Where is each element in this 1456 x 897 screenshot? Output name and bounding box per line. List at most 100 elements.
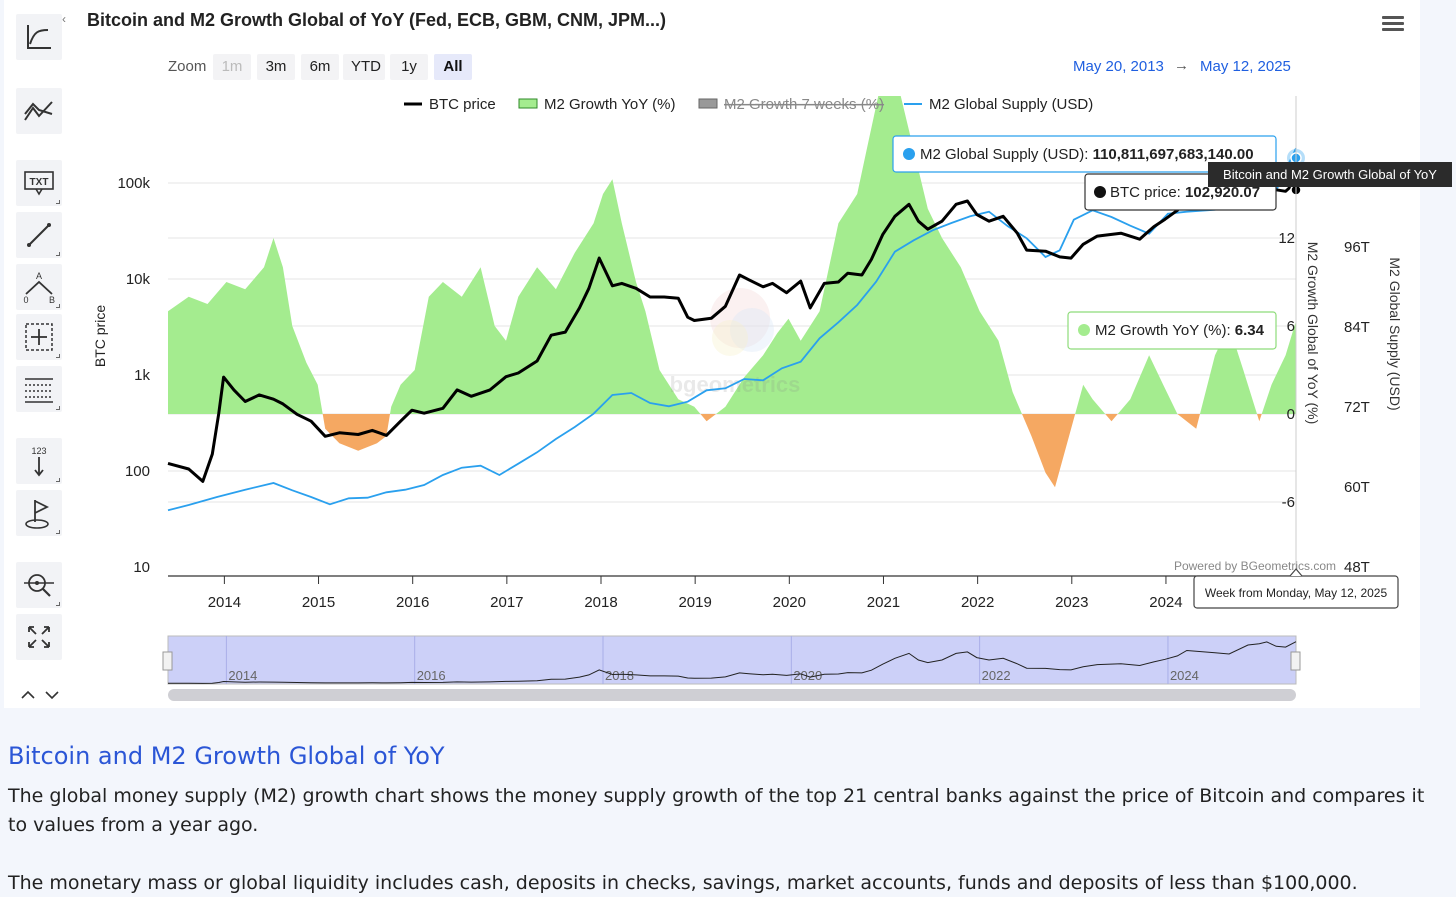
tooltip-week-pointer: [1289, 568, 1303, 577]
x-tick-label-2018: 2018: [584, 594, 617, 611]
text-annotation-tool-icon[interactable]: TXT: [16, 160, 62, 206]
measure-label-0: 0: [23, 295, 28, 304]
supply-tick-label-60T: 60T: [1344, 479, 1370, 496]
navigator-tick-2018: 2018: [605, 668, 634, 683]
hamburger-menu-icon[interactable]: [1382, 16, 1404, 34]
btc-tick-label-1k: 1k: [134, 367, 150, 384]
zoom-ytd-button[interactable]: YTD: [343, 54, 385, 80]
collapse-sidebar-icon[interactable]: ‹: [62, 12, 66, 26]
supply-tick-label-72T: 72T: [1344, 399, 1370, 416]
legend-item-2[interactable]: M2 Growth 7 weeks (%): [724, 96, 884, 113]
scroll-down-icon[interactable]: [45, 691, 59, 700]
navigator-tick-2024: 2024: [1170, 668, 1199, 683]
tooltip-week-text: Week from Monday, May 12, 2025: [1205, 586, 1388, 600]
tooltip-m2-yoy-dot: [1078, 324, 1090, 336]
supply-tick-label-96T: 96T: [1344, 239, 1370, 256]
x-tick-label-2021: 2021: [867, 594, 900, 611]
x-tick-label-2014: 2014: [208, 594, 241, 611]
m2-yoy-area: [168, 96, 1296, 488]
x-tick-label-2019: 2019: [678, 594, 711, 611]
tooltip-m2-supply-dot: [903, 148, 915, 160]
zoom-1y-button[interactable]: 1y: [390, 54, 428, 80]
zoom-1m-button[interactable]: 1m: [213, 54, 251, 80]
legend: BTC price M2 Growth YoY (%) M2 Growth 7 we…: [404, 96, 1093, 113]
indicators-tool-icon[interactable]: [16, 14, 62, 60]
zoom-3m-button[interactable]: 3m: [257, 54, 295, 80]
drawing-toolbar: TXT A 0 B 123: [14, 0, 66, 708]
text-tool-label: TXT: [30, 177, 49, 188]
navigator-tick-2014: 2014: [228, 668, 257, 683]
yoy-tick-label-6: 6: [1287, 318, 1295, 335]
m2-yoy-positive-area: [168, 96, 1296, 414]
chart-svg: bgeometrics 2014 2015 2016 2017 2018 2019 2020…: [92, 96, 1452, 701]
flag-tool-icon[interactable]: [16, 490, 62, 536]
yoy-tick-label-0: 0: [1287, 406, 1295, 423]
legend-item-1[interactable]: M2 Growth YoY (%): [544, 96, 675, 113]
measure-label-a: A: [36, 271, 42, 281]
line-series-tool-icon[interactable]: [16, 88, 62, 134]
legend-item-3[interactable]: M2 Global Supply (USD): [929, 96, 1093, 113]
yoy-tick-label--6: -6: [1282, 494, 1295, 511]
navigator-selection: [167, 635, 1297, 685]
measure-tool-icon[interactable]: A 0 B: [16, 264, 62, 310]
btc-tick-label-10k: 10k: [126, 271, 151, 288]
legend-symbol-7weeks: [698, 98, 718, 109]
x-tick-label-2022: 2022: [961, 594, 994, 611]
m2-supply-line: [167, 147, 1297, 512]
navigator: 2014 2016 2018 2020 2022 2024: [162, 635, 1301, 701]
x-tick-label-2017: 2017: [490, 594, 523, 611]
zoom-all-button[interactable]: All: [434, 54, 472, 80]
description-section: Bitcoin and M2 Growth Global of YoY The …: [8, 742, 1438, 897]
description-paragraph-2: The monetary mass or global liquidity in…: [8, 872, 1358, 894]
m2-yoy-negative-area: [168, 414, 1296, 488]
legend-item-0[interactable]: BTC price: [429, 96, 496, 113]
navigator-tick-2022: 2022: [982, 668, 1011, 683]
tooltip-btc-dot: [1094, 186, 1106, 198]
vertical-counter-tool-icon[interactable]: 123: [16, 438, 62, 484]
tooltip-m2-supply-text: M2 Global Supply (USD): 110,811,697,683,…: [920, 146, 1254, 163]
range-arrow-icon: →: [1174, 57, 1189, 74]
legend-symbol-yoy: [518, 98, 538, 109]
btc-tick-label-10: 10: [133, 559, 150, 576]
toolbar-scroll-controls: [20, 686, 60, 702]
x-tick-label-2023: 2023: [1055, 594, 1088, 611]
tooltip-m2-supply-box: [892, 135, 1277, 173]
x-tick-label-2024: 2024: [1149, 594, 1182, 611]
navigator-handle-left[interactable]: [162, 651, 173, 671]
tooltip-m2-yoy-text: M2 Growth YoY (%): 6.34: [1095, 322, 1265, 339]
navigator-handle-right[interactable]: [1290, 651, 1301, 671]
navigator-scrollbar[interactable]: [168, 689, 1296, 701]
navigator-btc-line: [168, 641, 1297, 684]
btc-tick-label-100k: 100k: [117, 175, 150, 192]
series-tag-box: [1208, 162, 1452, 187]
yoy-axis-title: M2 Growth Global of YoY (%): [1305, 242, 1321, 425]
line-draw-tool-icon[interactable]: [16, 212, 62, 258]
btc-tick-label-100: 100: [125, 463, 150, 480]
credits-text: Powered by BGeometrics.com: [1174, 559, 1336, 573]
supply-axis-title: M2 Global Supply (USD): [1387, 257, 1403, 410]
axes: 2014 2015 2016 2017 2018 2019 2020 2021 2022 2023…: [92, 96, 1403, 611]
description-paragraph-1: The global money supply (M2) growth char…: [8, 785, 1425, 836]
x-tick-label-2020: 2020: [773, 594, 806, 611]
supply-tick-label-48T: 48T: [1344, 559, 1370, 576]
zoom-6m-button[interactable]: 6m: [301, 54, 339, 80]
navigator-tick-2016: 2016: [417, 668, 446, 683]
fullscreen-tool-icon[interactable]: [16, 614, 62, 660]
zoom-reset-tool-icon[interactable]: [16, 562, 62, 608]
btc-axis-title: BTC price: [92, 305, 108, 367]
x-tick-label-2015: 2015: [302, 594, 335, 611]
btc-price-line: [167, 180, 1298, 483]
description-title[interactable]: Bitcoin and M2 Growth Global of YoY: [8, 742, 445, 770]
range-to-input[interactable]: May 12, 2025: [1200, 58, 1291, 75]
scroll-up-icon[interactable]: [21, 690, 35, 699]
tooltips: M2 Global Supply (USD): 110,811,697,683,…: [892, 135, 1452, 609]
measure-label-b: B: [49, 295, 55, 304]
crosshair-tool-icon[interactable]: [16, 314, 62, 360]
range-from-input[interactable]: May 20, 2013: [1073, 58, 1164, 75]
x-tick-label-2016: 2016: [396, 594, 429, 611]
grid-fibonacci-tool-icon[interactable]: [16, 366, 62, 412]
navigator-tick-2020: 2020: [793, 668, 822, 683]
series-tag-text: Bitcoin and M2 Growth Global of YoY: [1223, 167, 1437, 182]
yoy-tick-label-12: 12: [1278, 230, 1295, 247]
zoom-label: Zoom: [168, 58, 207, 75]
